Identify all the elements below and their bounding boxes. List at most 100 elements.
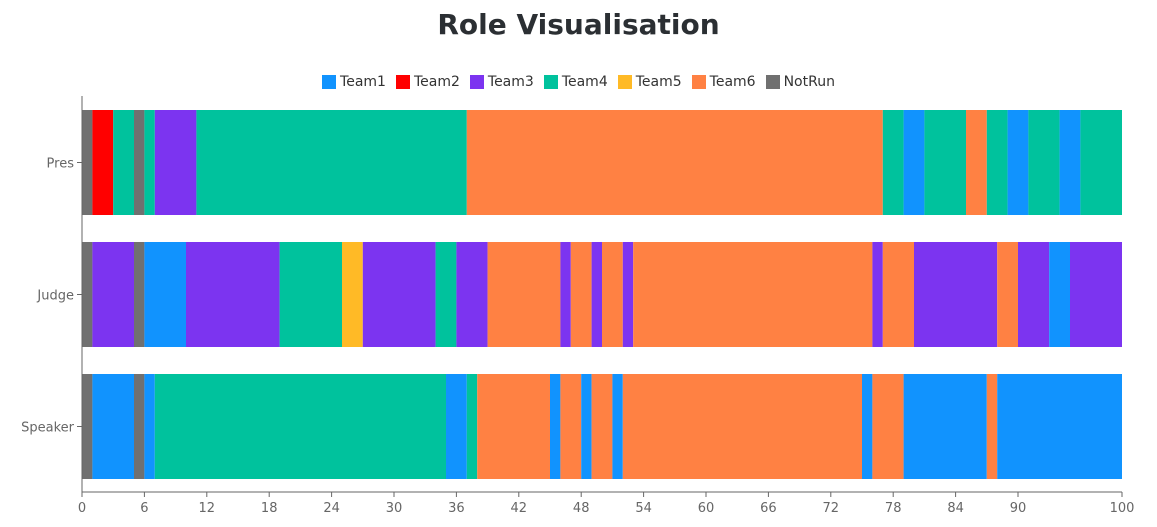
bar-segment-pres-team1[interactable] [1007, 110, 1029, 215]
x-tick-label: 90 [1010, 501, 1027, 516]
bar-segment-judge-team6[interactable] [882, 242, 914, 347]
legend-item-team3[interactable]: Team3 [469, 74, 534, 90]
bar-segment-judge-team3[interactable] [1018, 242, 1050, 347]
x-tick-label: 30 [386, 501, 403, 516]
bar-segment-speaker-team1[interactable] [612, 374, 623, 479]
bar-segment-judge-team3[interactable] [1070, 242, 1122, 347]
bar-segment-judge-team5[interactable] [342, 242, 363, 347]
bar-segment-speaker-team6[interactable] [591, 374, 613, 479]
bar-segment-speaker-team4[interactable] [154, 374, 447, 479]
bar-segment-pres-notrun[interactable] [82, 110, 93, 215]
bar-segment-judge-team4[interactable] [279, 242, 342, 347]
legend-item-team5[interactable]: Team5 [617, 74, 682, 90]
x-tick-label: 100 [1110, 501, 1135, 516]
bar-segment-pres-team4[interactable] [1028, 110, 1060, 215]
bar-segment-speaker-team1[interactable] [550, 374, 561, 479]
bar-segment-judge-team3[interactable] [591, 242, 602, 347]
bar-segment-speaker-team4[interactable] [466, 374, 478, 479]
legend-item-team4[interactable]: Team4 [543, 74, 608, 90]
legend-swatch [543, 75, 558, 89]
x-tick-label: 72 [823, 501, 840, 516]
legend-label: Team2 [413, 74, 460, 90]
bar-segment-judge-team4[interactable] [435, 242, 457, 347]
legend: Team1 Team2 Team3 Team4 Team5 Team6 NotRun [0, 74, 1157, 90]
legend-swatch [691, 75, 706, 89]
bar-segment-speaker-team1[interactable] [446, 374, 467, 479]
y-tick-label: Pres [47, 157, 75, 172]
bars-layer [82, 110, 1122, 479]
legend-item-notrun[interactable]: NotRun [765, 74, 835, 90]
bar-segment-pres-team6[interactable] [466, 110, 883, 215]
x-tick-label: 42 [511, 501, 528, 516]
bar-segment-pres-team4[interactable] [924, 110, 966, 215]
bar-segment-speaker-team1[interactable] [903, 374, 987, 479]
x-tick-label: 36 [448, 501, 465, 516]
bar-segment-pres-team4[interactable] [144, 110, 155, 215]
bar-segment-pres-team1[interactable] [903, 110, 925, 215]
bar-segment-pres-team6[interactable] [966, 110, 987, 215]
legend-swatch [395, 75, 410, 89]
chart-title: Role Visualisation [437, 8, 720, 41]
bar-segment-speaker-team6[interactable] [477, 374, 550, 479]
bar-segment-pres-team4[interactable] [1080, 110, 1122, 215]
bar-segment-speaker-team1[interactable] [862, 374, 873, 479]
bar-segment-pres-notrun[interactable] [134, 110, 145, 215]
bar-segment-judge-team6[interactable] [570, 242, 592, 347]
bar-segment-speaker-team6[interactable] [622, 374, 862, 479]
bar-segment-speaker-team1[interactable] [144, 374, 155, 479]
bar-segment-judge-team3[interactable] [622, 242, 634, 347]
x-tick-label: 78 [885, 501, 902, 516]
x-tick-label: 12 [199, 501, 216, 516]
legend-label: Team6 [709, 74, 756, 90]
legend-label: Team4 [561, 74, 608, 90]
legend-swatch [469, 75, 484, 89]
bar-segment-judge-team6[interactable] [997, 242, 1018, 347]
y-tick-label: Speaker [21, 421, 75, 436]
bar-segment-speaker-team1[interactable] [581, 374, 592, 479]
bar-segment-speaker-team6[interactable] [986, 374, 998, 479]
x-tick-label: 48 [573, 501, 590, 516]
bar-segment-judge-team3[interactable] [362, 242, 436, 347]
bar-segment-judge-notrun[interactable] [82, 242, 93, 347]
bar-segment-pres-team3[interactable] [154, 110, 197, 215]
bar-segment-judge-team1[interactable] [144, 242, 186, 347]
bar-segment-judge-team3[interactable] [872, 242, 883, 347]
x-tick-label: 6 [140, 501, 148, 516]
bar-segment-judge-team3[interactable] [560, 242, 571, 347]
bar-segment-speaker-team1[interactable] [997, 374, 1122, 479]
legend-label: Team3 [487, 74, 534, 90]
x-tick-label: 54 [635, 501, 652, 516]
x-tick-label: 0 [78, 501, 86, 516]
bar-segment-speaker-notrun[interactable] [134, 374, 145, 479]
legend-swatch [765, 75, 780, 89]
bar-segment-pres-team4[interactable] [986, 110, 1008, 215]
legend-item-team1[interactable]: Team1 [322, 74, 386, 90]
bar-segment-judge-team3[interactable] [186, 242, 280, 347]
bar-segment-judge-team3[interactable] [456, 242, 488, 347]
bar-segment-speaker-team6[interactable] [872, 374, 904, 479]
bar-segment-judge-team1[interactable] [1049, 242, 1070, 347]
bar-segment-pres-team1[interactable] [1059, 110, 1081, 215]
x-tick-label: 18 [261, 501, 278, 516]
legend-label: NotRun [783, 74, 835, 90]
x-tick-label: 66 [760, 501, 777, 516]
bar-segment-judge-team6[interactable] [602, 242, 623, 347]
bar-segment-pres-team4[interactable] [882, 110, 904, 215]
legend-item-team6[interactable]: Team6 [691, 74, 756, 90]
bar-segment-pres-team4[interactable] [196, 110, 467, 215]
bar-segment-speaker-notrun[interactable] [82, 374, 93, 479]
bar-segment-speaker-team1[interactable] [92, 374, 134, 479]
bar-segment-pres-team2[interactable] [92, 110, 114, 215]
bar-segment-speaker-team6[interactable] [560, 374, 582, 479]
bar-segment-judge-team3[interactable] [914, 242, 998, 347]
bar-segment-judge-team6[interactable] [633, 242, 873, 347]
legend-item-team2[interactable]: Team2 [395, 74, 460, 90]
bar-segment-pres-team4[interactable] [113, 110, 134, 215]
bar-segment-judge-team3[interactable] [92, 242, 134, 347]
legend-label: Team1 [340, 74, 386, 90]
x-tick-label: 24 [323, 501, 340, 516]
bar-segment-judge-team6[interactable] [487, 242, 561, 347]
bar-segment-judge-notrun[interactable] [134, 242, 145, 347]
legend-swatch [617, 75, 632, 89]
